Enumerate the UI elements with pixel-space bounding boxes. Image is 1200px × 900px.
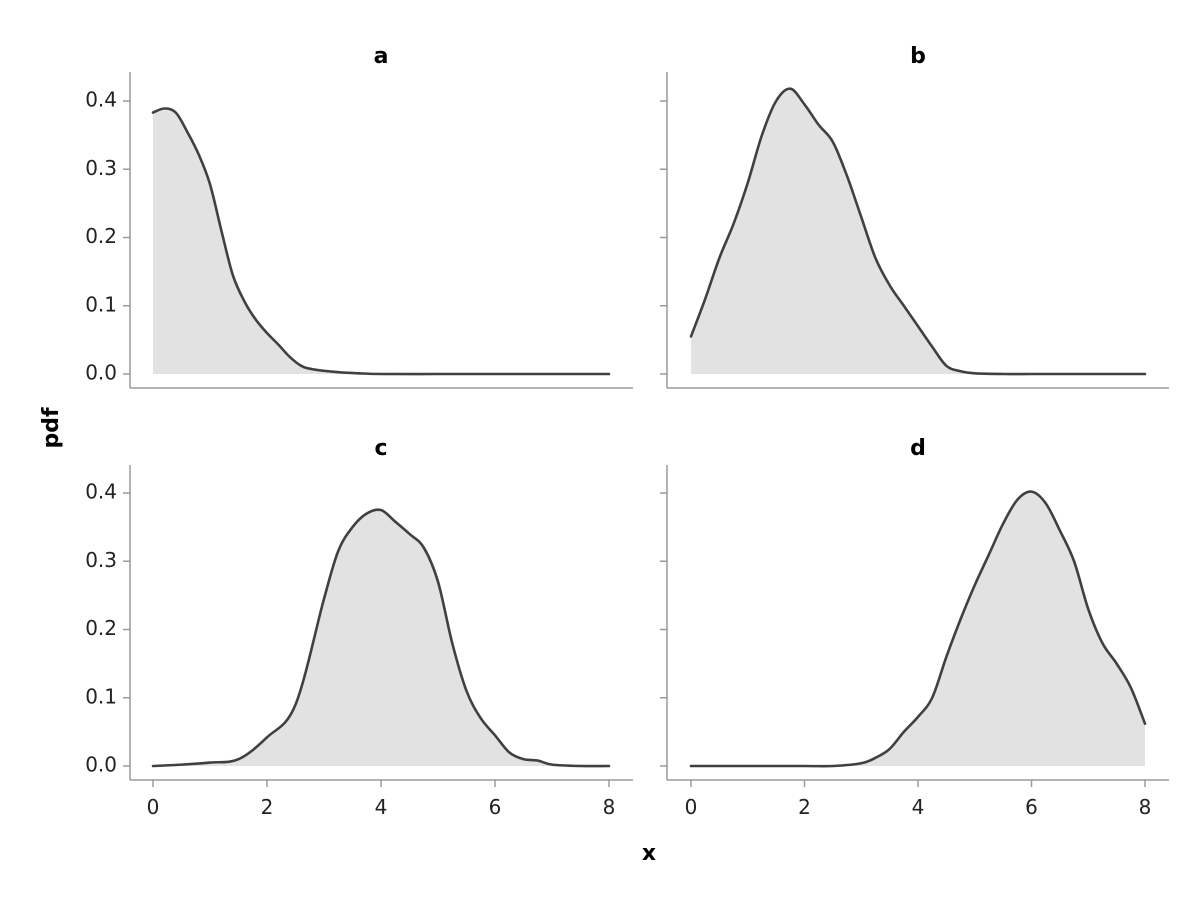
panel-c-density-line: [151, 508, 611, 768]
panel-b: b: [660, 44, 1169, 389]
panel-c-xtick-label: 8: [603, 795, 616, 819]
panel-d-density-line: [689, 490, 1147, 768]
panels: a 0.0 0.1 0.2 0.3 0.4 b c 0.0 0.1 0.2 0.3 0.4 0 2 4 6 8 d 0…: [85, 44, 1169, 819]
panel-a-ytick-label: 0.4: [85, 88, 117, 112]
panel-a-ytick-label: 0.1: [85, 292, 117, 316]
panel-d-xtick-label: 8: [1139, 795, 1152, 819]
panel-a-title: a: [374, 44, 389, 69]
panel-b-title: b: [910, 44, 926, 69]
y-axis-title: pdf: [39, 407, 64, 448]
panel-d-title: d: [910, 436, 926, 461]
panel-c-title: c: [374, 436, 387, 461]
panel-d-xtick-label: 4: [912, 795, 925, 819]
panel-d-xtick-label: 2: [798, 795, 811, 819]
panel-a: a 0.0 0.1 0.2 0.3 0.4: [85, 44, 633, 389]
panel-c-ytick-label: 0.0: [85, 753, 117, 777]
panel-c-xtick-label: 0: [147, 795, 160, 819]
panel-a-density-line: [151, 107, 611, 376]
panel-c-density-area: [153, 509, 609, 767]
panel-b-density-line: [689, 87, 1147, 376]
panel-c-ytick-label: 0.3: [85, 548, 117, 572]
x-axis-title: x: [642, 841, 656, 866]
panel-d: d 0 2 4 6 8: [660, 436, 1169, 819]
panel-a-ytick-label: 0.0: [85, 361, 117, 385]
panel-a-ytick-label: 0.2: [85, 224, 117, 248]
panel-a-ytick-label: 0.3: [85, 156, 117, 180]
panel-c-ytick-label: 0.4: [85, 480, 117, 504]
panel-a-density-area: [153, 108, 609, 375]
panel-d-xtick-label: 6: [1025, 795, 1038, 819]
panel-c-ytick-label: 0.2: [85, 616, 117, 640]
panel-b-density-area: [691, 88, 1145, 375]
panel-d-density-area: [691, 491, 1145, 767]
panel-c-xtick-label: 2: [261, 795, 274, 819]
panel-c-ytick-label: 0.1: [85, 684, 117, 708]
panel-d-xtick-label: 0: [685, 795, 698, 819]
panel-c-xtick-label: 4: [375, 795, 388, 819]
panel-c-xtick-label: 6: [489, 795, 502, 819]
panel-c: c 0.0 0.1 0.2 0.3 0.4 0 2 4 6 8: [85, 436, 633, 819]
